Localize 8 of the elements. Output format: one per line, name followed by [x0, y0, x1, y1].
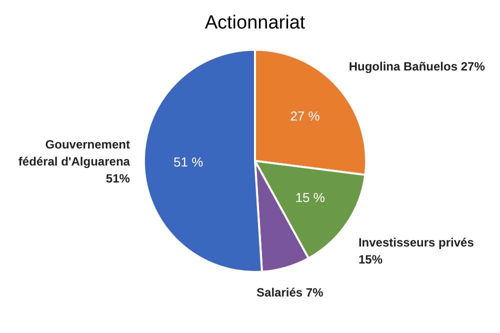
data-label: 15 %	[295, 190, 326, 205]
data-label: 27 %	[290, 108, 320, 124]
data-label: 51 %	[174, 154, 204, 170]
slice-label: Gouvernement fédéral d'Alguarena 51%	[18, 138, 130, 186]
slice-label: Investisseurs privés 15%	[358, 236, 474, 267]
slice-label: Salariés 7%	[256, 285, 324, 300]
chart-title: Actionnariat	[204, 12, 306, 34]
slice-label: Hugolina Bañuelos 27%	[348, 59, 486, 74]
